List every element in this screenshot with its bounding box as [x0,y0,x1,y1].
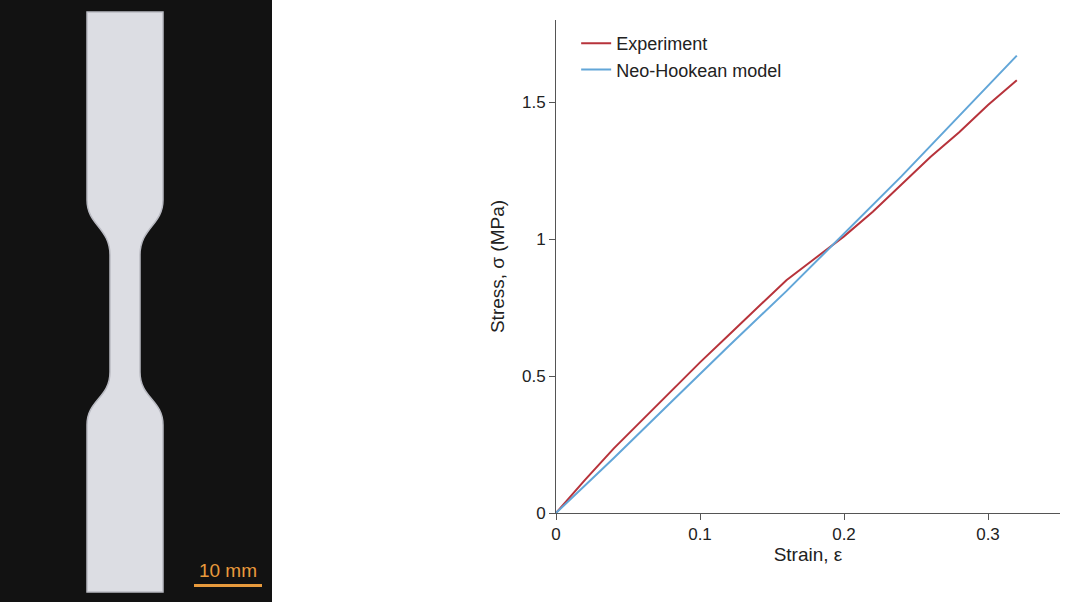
svg-text:0.3: 0.3 [976,525,1000,544]
svg-text:Strain, ε: Strain, ε [774,544,843,565]
svg-text:0: 0 [536,504,545,523]
svg-text:1: 1 [536,230,545,249]
svg-text:1.5: 1.5 [522,93,546,112]
svg-text:Stress, σ (MPa): Stress, σ (MPa) [487,200,508,333]
svg-text:0: 0 [551,525,560,544]
svg-text:Experiment: Experiment [616,34,707,54]
svg-text:10 mm: 10 mm [199,560,257,581]
svg-text:0.5: 0.5 [522,367,546,386]
svg-text:Neo-Hookean model: Neo-Hookean model [616,61,781,81]
svg-text:0.2: 0.2 [832,525,856,544]
svg-text:0.1: 0.1 [688,525,712,544]
